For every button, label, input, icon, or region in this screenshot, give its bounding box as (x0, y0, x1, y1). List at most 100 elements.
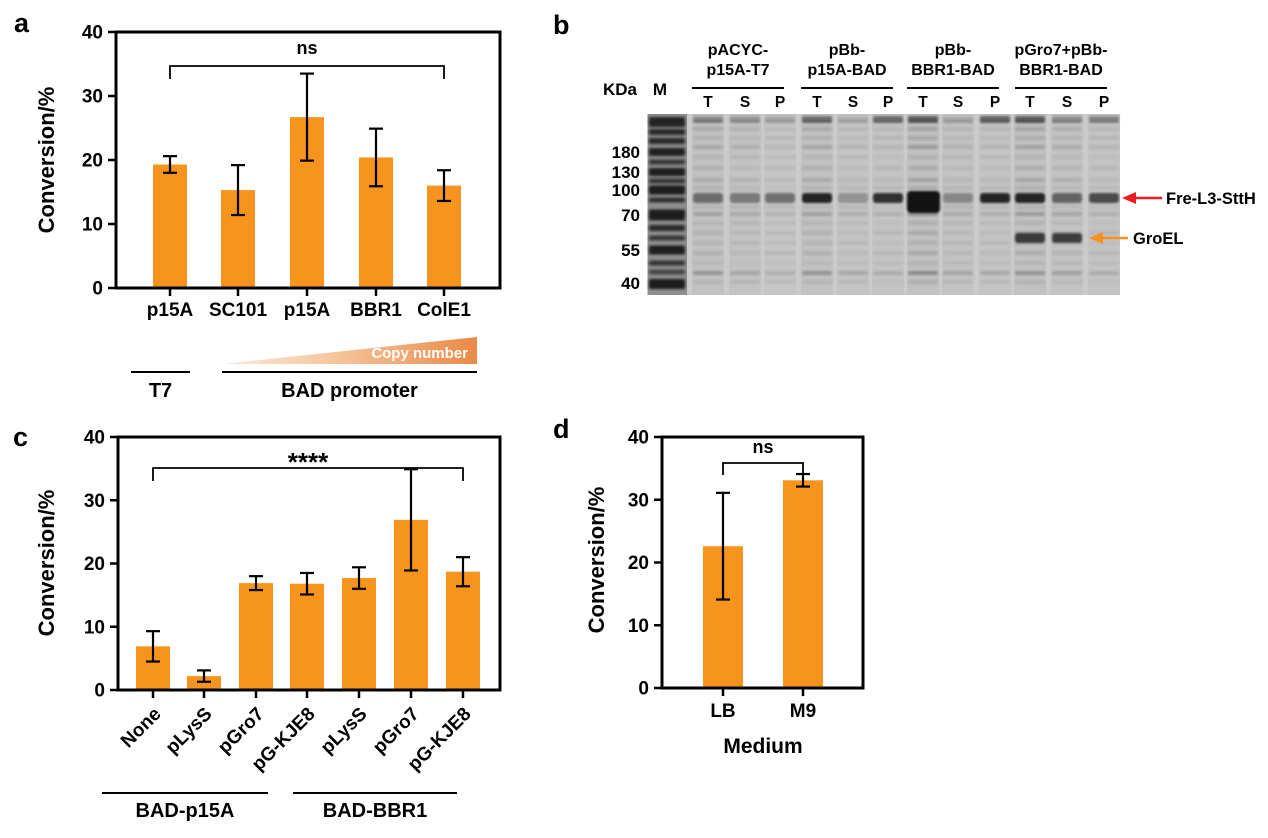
gel-lane (942, 114, 974, 295)
gel-fraction-label: P (1099, 94, 1109, 111)
y-tick-label: 30 (82, 87, 103, 108)
y-tick-label: 40 (628, 428, 649, 449)
error-bar (249, 575, 263, 592)
y-tick-label: 10 (628, 616, 649, 637)
group-label: T7 (149, 380, 172, 402)
gel-group-header-line1: pBb- (935, 42, 971, 59)
x-category-label: p15A (284, 300, 331, 321)
y-tick-label: 20 (628, 553, 649, 574)
y-axis-title: Conversion/% (34, 87, 59, 234)
bar-m9 (783, 480, 823, 688)
kda-mark-label: 180 (612, 143, 640, 162)
y-tick-label: 20 (82, 151, 103, 172)
error-bar (300, 72, 314, 162)
gel-lane-bands (765, 116, 795, 284)
bar-p15a (153, 164, 187, 288)
x-axis-title: Medium (723, 735, 802, 758)
group-label: BAD promoter (281, 380, 418, 402)
panel-c-bar-chart: 010203040NonepLysSpGro7pG-KJE8pLysSpGro7… (34, 428, 502, 822)
panel-a-bar-chart: 0 10 20 30 40 p15A SC101 p15A BBR1 ColE1 Conversio… (34, 23, 502, 402)
marker-bands (649, 117, 685, 289)
error-bar (231, 164, 245, 217)
significance-label: **** (288, 447, 329, 477)
bar-pg-kje8 (446, 571, 480, 690)
gel-group-header-line1: pGro7+pBb- (1015, 42, 1108, 59)
copy-number-gradient-icon (222, 337, 477, 364)
kda-unit-label: KDa (603, 80, 638, 99)
x-category-label: LB (710, 701, 735, 722)
x-category-label: pLysS (162, 704, 217, 759)
panel-label-d: d (553, 414, 570, 444)
y-tick-label: 0 (94, 681, 105, 702)
y-tick-label: 0 (92, 279, 103, 300)
bar-plyss (342, 578, 376, 690)
plot-frame (660, 435, 865, 690)
significance-label: ns (752, 437, 773, 457)
gel-group-header-line1: pBb- (829, 42, 865, 59)
gel-fraction-label: S (1062, 94, 1072, 111)
error-bar (352, 566, 366, 590)
gel-lane-bands (1089, 116, 1119, 284)
panel-label-a: a (14, 8, 30, 38)
bar-cole1 (427, 185, 461, 288)
x-category-label: SC101 (209, 300, 268, 321)
error-bar (146, 630, 160, 663)
panel-d-bar-chart: 0 10 20 30 40 LB M9 Conversion/% ns Medium (584, 428, 865, 758)
gel-group-header-line2: BBR1-BAD (1019, 62, 1103, 79)
y-tick-label: 20 (84, 554, 105, 575)
gel-lane (764, 114, 796, 295)
gel-lane-bands (730, 116, 760, 284)
gel-lane-bands (802, 116, 832, 284)
gel-lane (1051, 114, 1083, 295)
kda-mark-label: 100 (612, 181, 640, 200)
y-tick-label: 40 (82, 23, 103, 44)
y-axis-title: Conversion/% (584, 487, 609, 634)
kda-mark-label: 70 (621, 206, 640, 225)
gel-group-header-line2: p15A-BAD (807, 62, 886, 79)
groel-arrow-icon (1089, 232, 1128, 244)
gel-fraction-label: S (848, 94, 858, 111)
y-axis-title: Conversion/% (34, 490, 59, 637)
y-tick-label: 10 (82, 215, 103, 236)
gel-group-header-line2: BBR1-BAD (911, 62, 995, 79)
x-category-label: BBR1 (350, 300, 402, 321)
kda-mark-label: 40 (621, 274, 640, 293)
x-category-label: p15A (147, 300, 194, 321)
gel-group-header-line2: p15A-T7 (706, 62, 769, 79)
error-bar (716, 491, 730, 601)
gel-lane-bands (838, 116, 868, 284)
gel-fraction-label: P (990, 94, 1000, 111)
significance-bracket (722, 462, 804, 475)
groel-label: GroEL (1133, 230, 1183, 248)
x-category-label: ColE1 (417, 300, 471, 321)
gel-lane (979, 114, 1011, 295)
bar-plyss (187, 676, 221, 690)
y-tick-label: 40 (84, 428, 105, 449)
kda-mark-label: 55 (621, 241, 640, 260)
y-tick-label: 0 (638, 679, 649, 700)
gel-fraction-label: T (812, 94, 822, 111)
gel-lane (1014, 114, 1046, 295)
gel-lane (801, 114, 833, 295)
y-tick-label: 30 (628, 490, 649, 511)
group-label: BAD-BBR1 (323, 800, 427, 822)
fre-l3-stth-arrow-icon (1122, 192, 1162, 204)
gel-fraction-label: S (740, 94, 750, 111)
gel-lane-bands (873, 116, 903, 284)
copy-number-label: Copy number (371, 345, 468, 362)
error-bar (197, 669, 211, 683)
gel-fraction-label: T (1025, 94, 1035, 111)
y-tick-label: 30 (84, 491, 105, 512)
fre-l3-stth-label: Fre-L3-SttH (1166, 190, 1256, 208)
y-tick-label: 10 (84, 617, 105, 638)
gel-lane (872, 114, 904, 295)
gel-lane-bands (1052, 116, 1082, 284)
gel-lane (692, 114, 724, 295)
gel-fraction-label: P (883, 94, 893, 111)
gel-fraction-label: T (918, 94, 928, 111)
gel-lane-bands (1015, 116, 1045, 284)
error-bar (163, 155, 177, 174)
error-bar (369, 127, 383, 188)
